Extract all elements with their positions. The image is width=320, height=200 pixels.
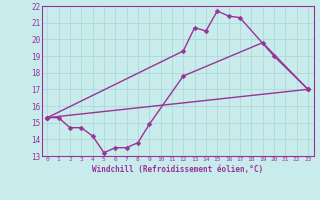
X-axis label: Windchill (Refroidissement éolien,°C): Windchill (Refroidissement éolien,°C) <box>92 165 263 174</box>
